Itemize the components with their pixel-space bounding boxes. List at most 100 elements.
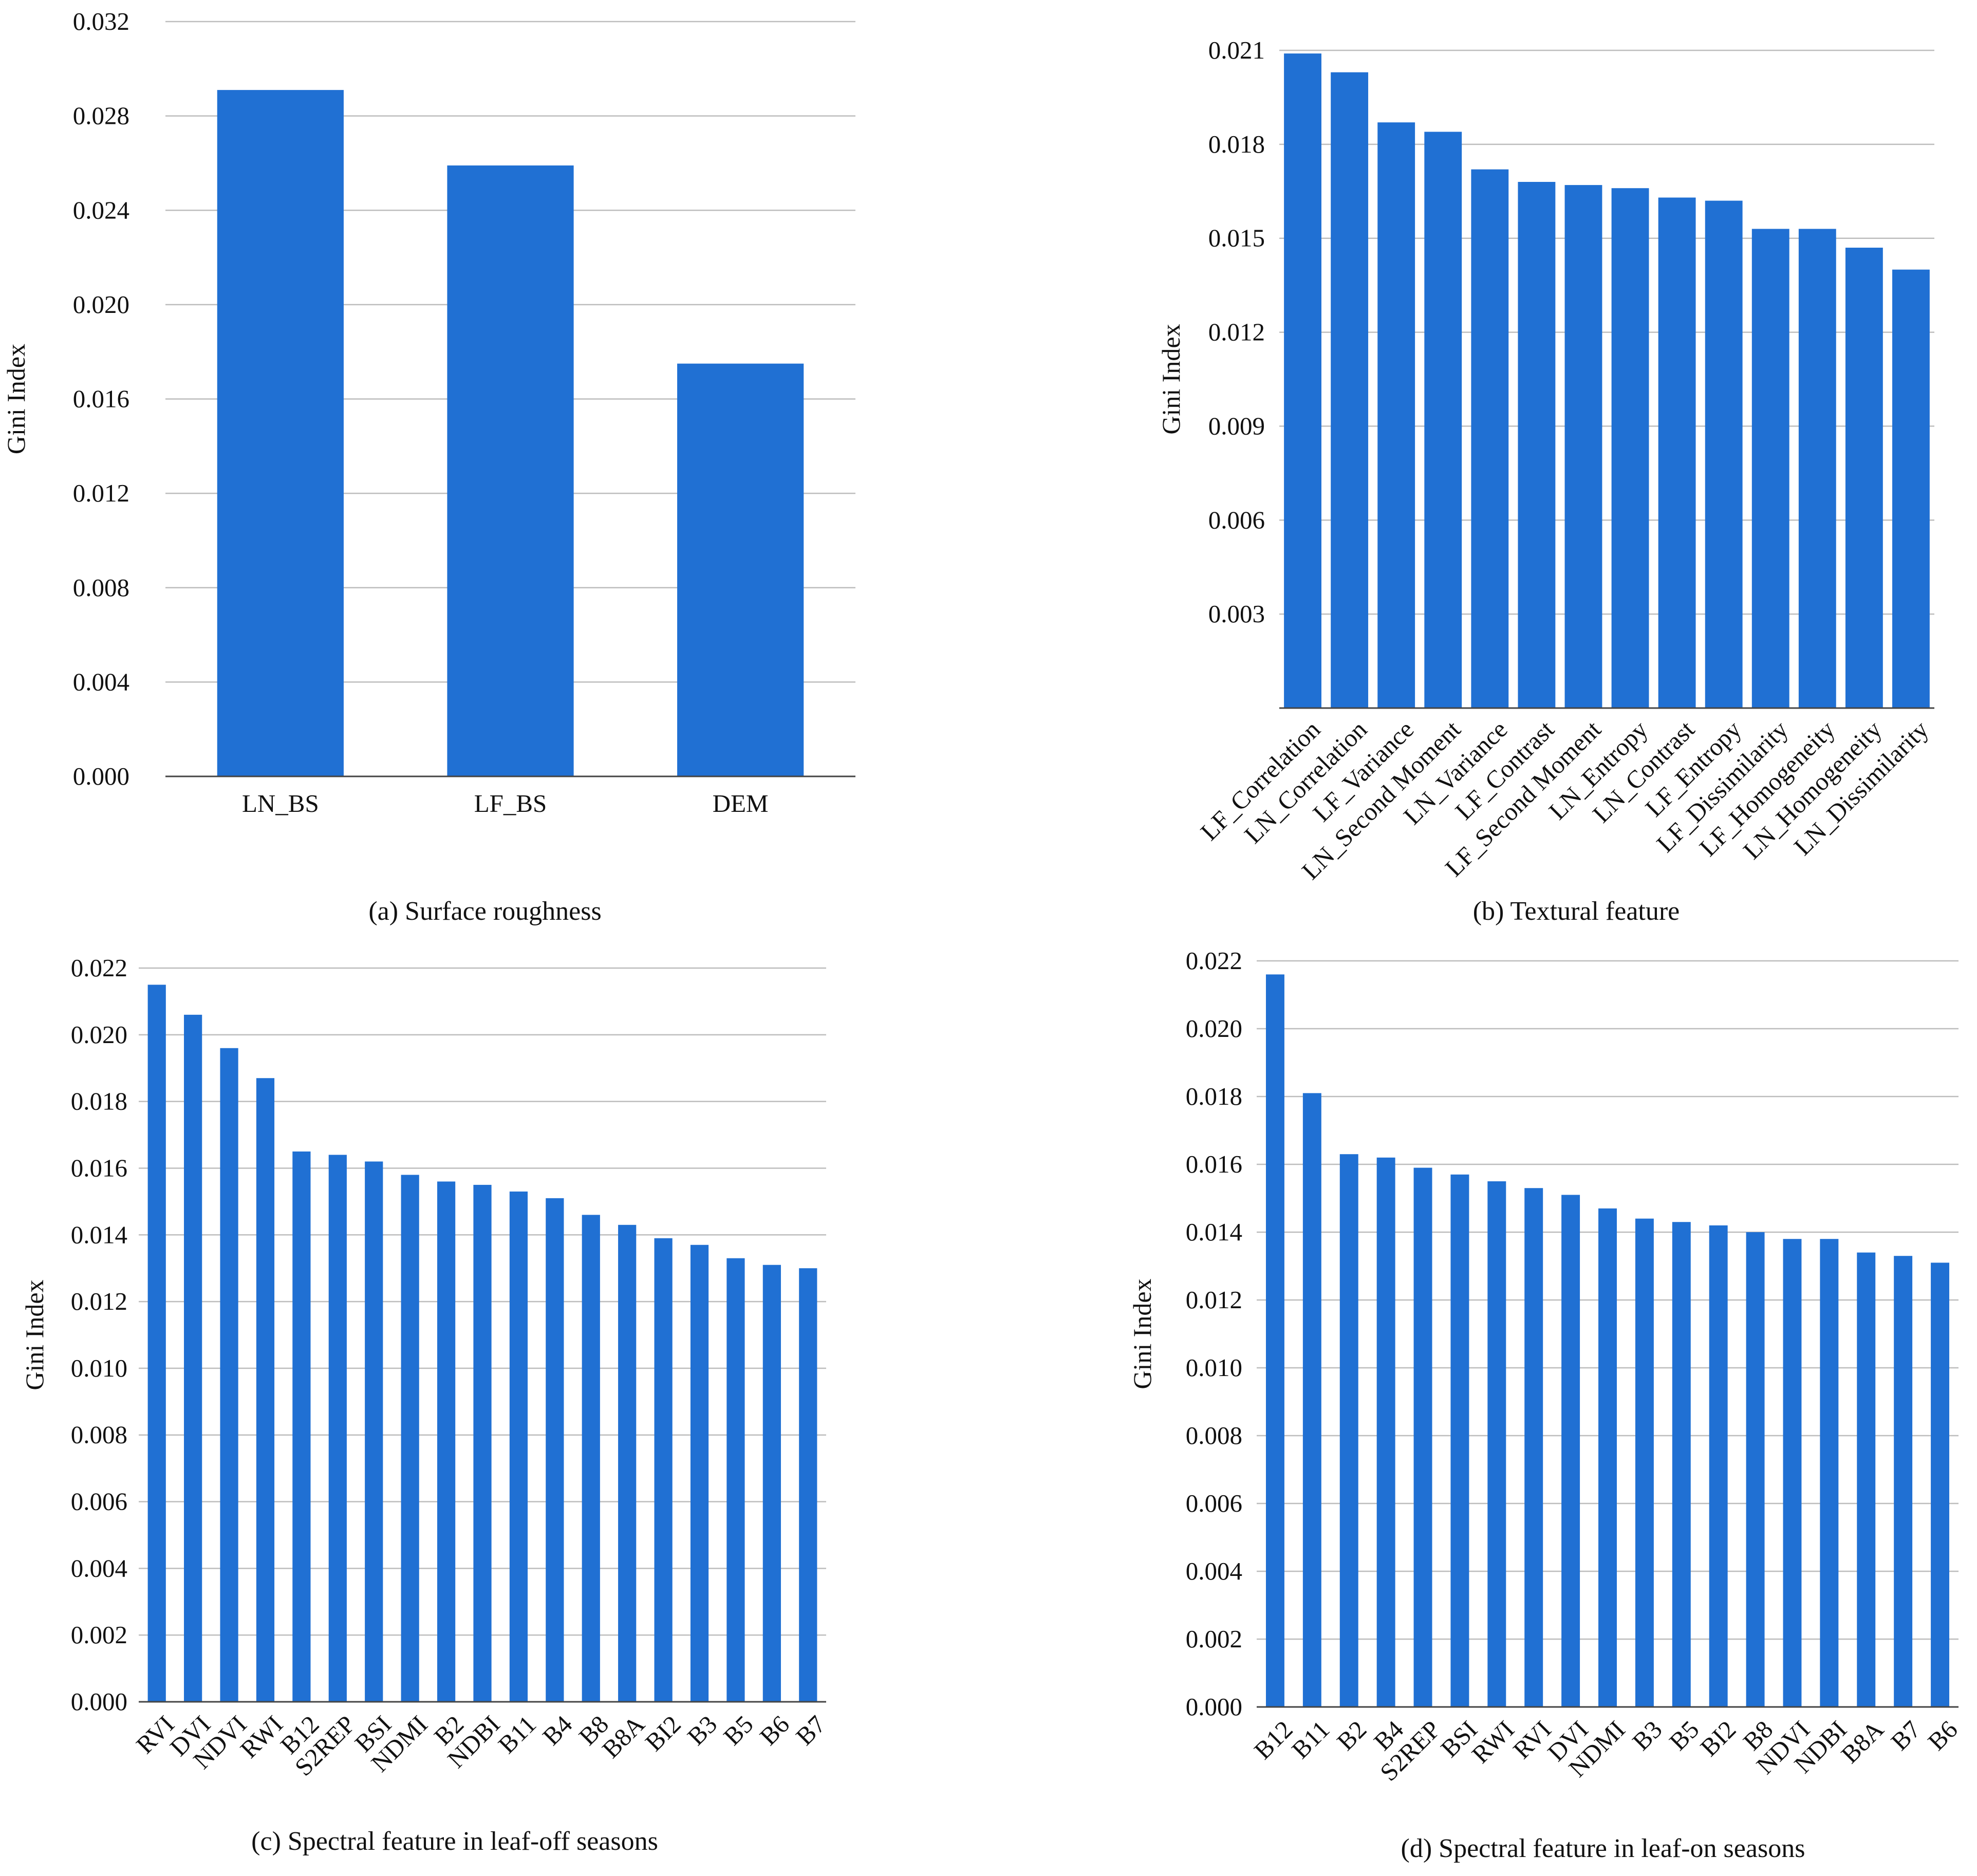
bar-ln-dissimilarity [1892, 269, 1930, 708]
panel-caption: (c) Spectral feature in leaf-off seasons [251, 1827, 658, 1856]
bar-b2 [1339, 1154, 1358, 1707]
y-tick-label: 0.009 [1208, 412, 1265, 440]
y-tick-label: 0.004 [73, 667, 129, 696]
y-tick-label: 0.004 [1186, 1557, 1242, 1585]
bar-b3 [1635, 1218, 1654, 1707]
bar-dem [677, 363, 804, 776]
bar-dvi [184, 1014, 202, 1702]
bar-b8a [618, 1224, 637, 1702]
y-tick-label: 0.008 [73, 573, 129, 602]
y-tick-label: 0.022 [1186, 946, 1242, 975]
y-tick-label: 0.010 [1186, 1353, 1242, 1382]
y-tick-label: 0.020 [73, 290, 129, 319]
bar-lf-homogeneity [1798, 229, 1836, 708]
y-tick-label: 0.006 [1208, 506, 1265, 534]
y-tick-label: 0.006 [1186, 1489, 1242, 1517]
bar-s2rep [1413, 1167, 1432, 1707]
y-tick-label: 0.018 [1186, 1082, 1242, 1110]
y-tick-label: 0.010 [71, 1354, 127, 1382]
y-tick-label: 0.008 [71, 1421, 127, 1449]
panel-b-textural-feature: 0.0030.0060.0090.0120.0150.0180.021LF_Co… [1157, 36, 1934, 926]
y-tick-label: 0.012 [71, 1287, 127, 1315]
y-tick-label: 0.000 [1186, 1693, 1242, 1721]
panel-caption: (b) Textural feature [1473, 897, 1680, 926]
y-tick-label: 0.022 [71, 954, 127, 982]
bar-lf-dissimilarity [1751, 229, 1789, 708]
bar-s2rep [328, 1155, 347, 1702]
y-tick-label: 0.000 [73, 762, 129, 790]
bar-b6 [1931, 1262, 1950, 1707]
bar-b4 [546, 1198, 564, 1702]
panel-caption: (a) Surface roughness [368, 897, 601, 926]
bar-bsi [1450, 1174, 1469, 1707]
bar-ndmi [401, 1175, 419, 1702]
bar-b8 [582, 1215, 600, 1702]
x-category-label: DEM [713, 789, 769, 818]
y-tick-label: 0.021 [1208, 36, 1265, 64]
bar-b12 [292, 1151, 311, 1702]
bar-b8a [1857, 1252, 1876, 1707]
y-tick-label: 0.016 [71, 1154, 127, 1182]
bar-ln-homogeneity [1845, 248, 1883, 708]
bar-ln-contrast [1658, 197, 1696, 708]
y-tick-label: 0.028 [73, 102, 129, 130]
y-axis-label: Gini Index [1157, 324, 1185, 434]
bar-b11 [509, 1191, 528, 1702]
bar-rwi [256, 1078, 275, 1702]
y-tick-label: 0.002 [1186, 1625, 1242, 1653]
bar-b3 [690, 1245, 709, 1702]
y-tick-label: 0.012 [73, 479, 129, 507]
bar-ndvi [220, 1048, 238, 1702]
y-axis-label: Gini Index [20, 1279, 49, 1390]
bar-rwi [1487, 1181, 1506, 1707]
y-tick-label: 0.016 [1186, 1150, 1242, 1178]
y-tick-label: 0.015 [1208, 224, 1265, 252]
bar-b11 [1302, 1093, 1321, 1707]
bar-b5 [1672, 1222, 1691, 1707]
bar-ln-variance [1471, 169, 1509, 709]
bar-b2 [437, 1181, 456, 1702]
y-tick-label: 0.012 [1186, 1286, 1242, 1314]
bar-ln-correlation [1331, 72, 1369, 709]
bar-lf-second-moment [1564, 185, 1602, 709]
y-tick-label: 0.004 [71, 1554, 127, 1582]
bar-lf-contrast [1518, 182, 1556, 708]
y-axis-label: Gini Index [1128, 1278, 1157, 1389]
bar-b8 [1746, 1232, 1765, 1707]
bar-b7 [799, 1268, 817, 1702]
y-tick-label: 0.008 [1186, 1421, 1242, 1450]
bar-ndbi [473, 1184, 492, 1702]
bar-bi2 [1709, 1225, 1728, 1707]
y-tick-label: 0.018 [1208, 130, 1265, 158]
bar-b12 [1265, 974, 1284, 1707]
bar-bsi [365, 1161, 383, 1702]
bar-b4 [1376, 1157, 1395, 1707]
x-category-label: LF_BS [474, 789, 547, 818]
bar-b6 [762, 1265, 781, 1702]
y-tick-label: 0.016 [73, 385, 129, 413]
bar-lf-correlation [1284, 53, 1321, 709]
panel-caption: (d) Spectral feature in leaf-on seasons [1401, 1834, 1805, 1863]
bar-ndbi [1820, 1239, 1839, 1707]
bar-ln-entropy [1611, 188, 1649, 708]
y-tick-label: 0.032 [73, 7, 129, 35]
y-tick-label: 0.000 [71, 1687, 127, 1716]
bar-ln-second-moment [1424, 132, 1462, 708]
y-tick-label: 0.014 [71, 1220, 127, 1249]
bar-lf-entropy [1705, 200, 1743, 709]
bar-dvi [1561, 1195, 1580, 1707]
bar-b5 [726, 1258, 745, 1702]
bar-rvi [1524, 1188, 1543, 1707]
y-tick-label: 0.006 [71, 1488, 127, 1516]
y-tick-label: 0.014 [1186, 1218, 1242, 1246]
y-tick-label: 0.020 [1186, 1014, 1242, 1043]
y-tick-label: 0.020 [71, 1020, 127, 1049]
y-tick-label: 0.003 [1208, 600, 1265, 628]
bar-rvi [147, 985, 166, 1702]
bar-bi2 [654, 1238, 673, 1702]
x-category-label: LN_BS [242, 789, 319, 818]
bar-ndvi [1783, 1239, 1802, 1707]
y-tick-label: 0.002 [71, 1621, 127, 1649]
bar-ndmi [1598, 1208, 1617, 1707]
